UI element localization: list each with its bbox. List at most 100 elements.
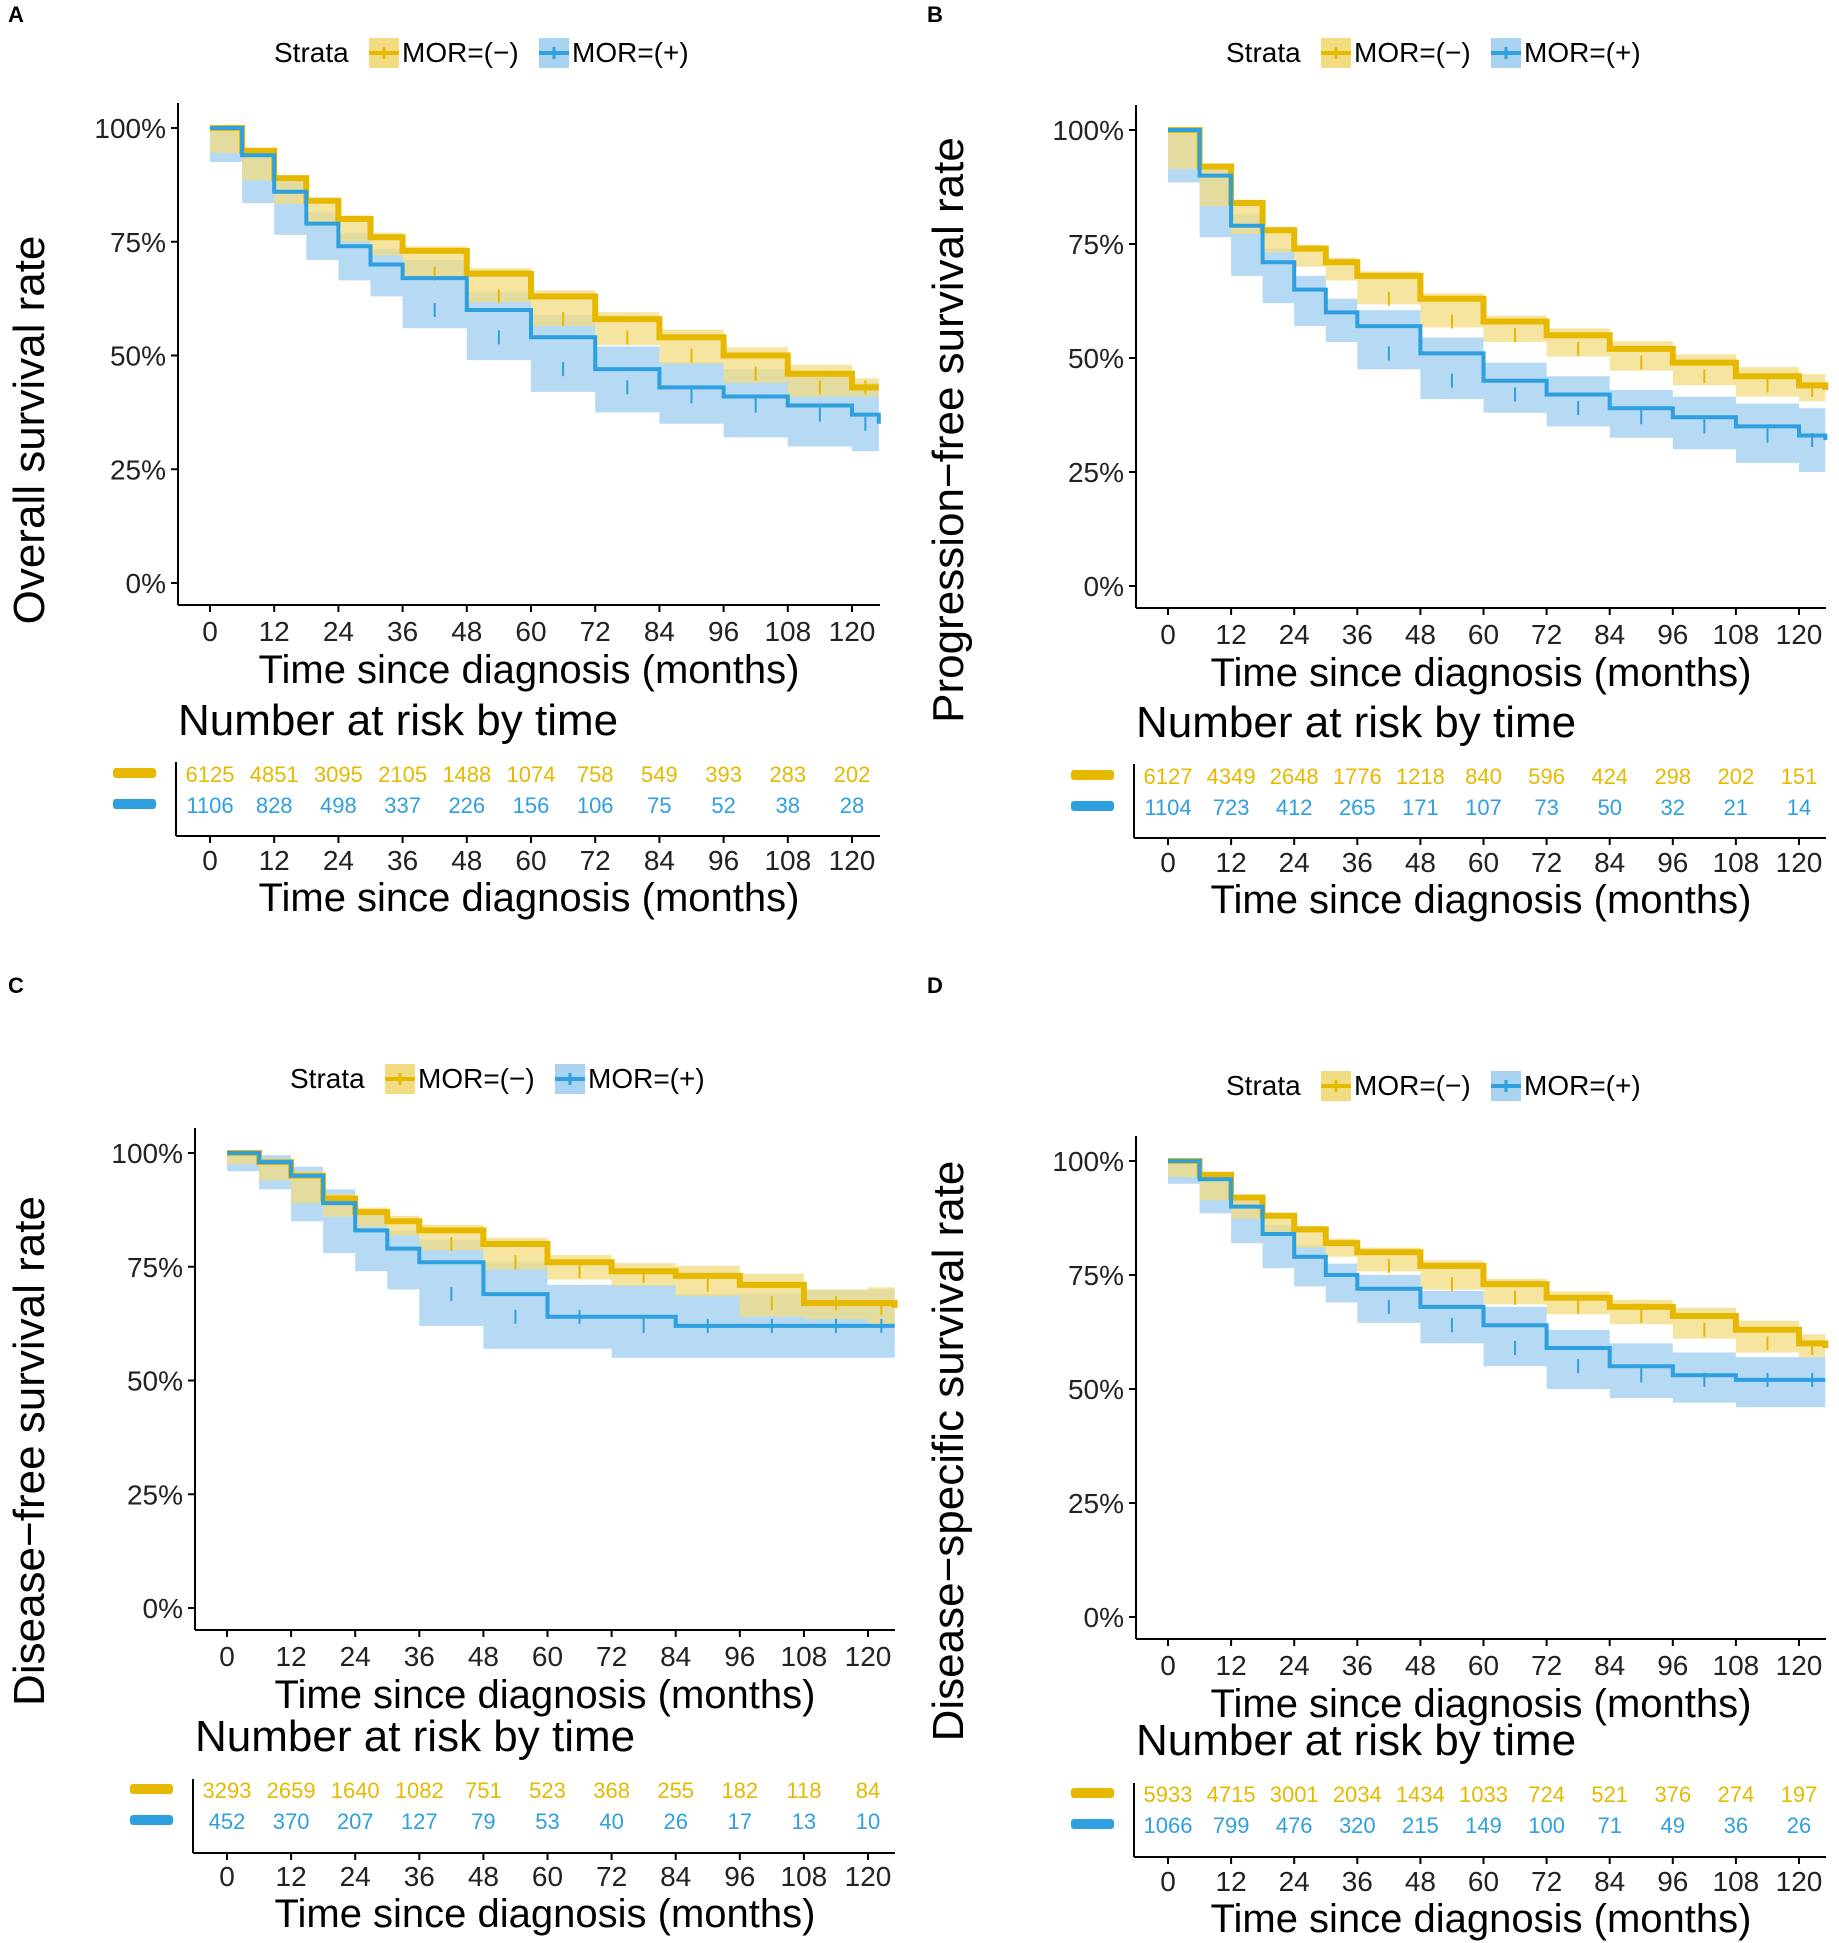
- risk-count-neg: 724: [1528, 1782, 1565, 1807]
- y-tick-label: 75%: [127, 1252, 183, 1283]
- panel-label: B: [927, 2, 943, 27]
- risk-x-tick-label: 0: [1160, 1866, 1176, 1897]
- risk-count-pos: 1066: [1144, 1813, 1193, 1838]
- risk-count-neg: 840: [1465, 764, 1502, 789]
- risk-key-pos: [113, 799, 156, 809]
- y-tick-label: 100%: [1052, 1146, 1124, 1177]
- y-tick-label: 25%: [110, 454, 166, 485]
- risk-x-tick-label: 72: [580, 845, 611, 876]
- risk-count-neg: 393: [705, 762, 742, 787]
- risk-x-tick-label: 24: [323, 845, 354, 876]
- risk-x-tick-label: 60: [1468, 1866, 1499, 1897]
- x-tick-label: 12: [259, 616, 290, 647]
- survival-curve-pos: [1168, 128, 1828, 441]
- risk-count-pos: 13: [792, 1809, 816, 1834]
- risk-count-pos: 40: [599, 1809, 623, 1834]
- risk-x-tick-label: 84: [1594, 1866, 1625, 1897]
- x-tick-label: 36: [1342, 1650, 1373, 1681]
- y-tick-label: 100%: [111, 1138, 183, 1169]
- y-axis-title: Overall survival rate: [5, 236, 54, 625]
- x-tick-label: 0: [219, 1641, 235, 1672]
- x-tick-label: 12: [1216, 1650, 1247, 1681]
- risk-x-tick-label: 120: [1776, 1866, 1823, 1897]
- risk-count-pos: 337: [384, 793, 421, 818]
- x-tick-label: 120: [1776, 619, 1823, 650]
- risk-count-pos: 52: [711, 793, 735, 818]
- x-tick-label: 120: [845, 1641, 892, 1672]
- risk-count-neg: 4349: [1207, 764, 1256, 789]
- risk-x-tick-label: 108: [781, 1861, 828, 1892]
- risk-count-neg: 521: [1591, 1782, 1628, 1807]
- risk-key-pos: [130, 1815, 173, 1825]
- y-tick-label: 75%: [110, 227, 166, 258]
- x-tick-label: 36: [1342, 619, 1373, 650]
- risk-count-pos: 79: [471, 1809, 495, 1834]
- x-tick-label: 108: [764, 616, 811, 647]
- risk-count-neg: 1640: [331, 1778, 380, 1803]
- risk-x-tick-label: 120: [1776, 847, 1823, 878]
- risk-count-pos: 75: [647, 793, 671, 818]
- risk-count-neg: 6127: [1144, 764, 1193, 789]
- y-tick-label: 0%: [1084, 571, 1124, 602]
- risk-x-axis-title: Time since diagnosis (months): [1211, 1897, 1752, 1941]
- risk-count-neg: 1218: [1396, 764, 1445, 789]
- risk-count-neg: 1082: [395, 1778, 444, 1803]
- x-tick-label: 120: [1776, 1650, 1823, 1681]
- risk-x-tick-label: 84: [644, 845, 675, 876]
- y-tick-label: 0%: [143, 1593, 183, 1624]
- x-tick-label: 120: [829, 616, 876, 647]
- x-tick-label: 72: [580, 616, 611, 647]
- chart-d: D Strata MOR=(−) MOR=(+) 0% 25% 50% 75% 100% 0 12 2…: [924, 973, 1829, 1941]
- y-tick-label: 50%: [110, 341, 166, 372]
- survival-curve-neg: [210, 125, 879, 391]
- risk-table-title: Number at risk by time: [195, 1712, 635, 1761]
- y-axis-title: Disease−free survival rate: [5, 1196, 54, 1706]
- legend: Strata MOR=(−) MOR=(+): [1226, 1070, 1641, 1101]
- x-tick-label: 24: [323, 616, 354, 647]
- x-tick-label: 84: [1594, 619, 1625, 650]
- risk-table: Number at risk by time 5933 4715 3001 2034 14…: [1071, 1716, 1826, 1941]
- risk-table-title: Number at risk by time: [1136, 698, 1576, 747]
- risk-x-tick-label: 72: [1531, 847, 1562, 878]
- legend-entry-pos: MOR=(+): [588, 1063, 705, 1094]
- x-tick-label: 96: [1657, 1650, 1688, 1681]
- risk-count-pos: 476: [1276, 1813, 1313, 1838]
- y-tick-label: 0%: [1084, 1602, 1124, 1633]
- risk-count-neg: 424: [1591, 764, 1628, 789]
- legend-entry-neg: MOR=(−): [402, 37, 519, 68]
- legend-entry-pos: MOR=(+): [1524, 37, 1641, 68]
- x-axis-title: Time since diagnosis (months): [1211, 651, 1752, 695]
- risk-count-neg: 3001: [1270, 1782, 1319, 1807]
- risk-count-pos: 828: [256, 793, 293, 818]
- risk-x-tick-label: 12: [1216, 847, 1247, 878]
- risk-count-pos: 21: [1724, 795, 1748, 820]
- risk-key-pos: [1071, 801, 1114, 811]
- risk-x-tick-label: 12: [259, 845, 290, 876]
- survival-curve-pos: [210, 126, 881, 424]
- legend: Strata MOR=(−) MOR=(+): [1226, 37, 1641, 68]
- risk-x-tick-label: 96: [708, 845, 739, 876]
- risk-x-tick-label: 48: [1405, 1866, 1436, 1897]
- risk-count-neg: 758: [577, 762, 614, 787]
- risk-x-tick-label: 24: [1279, 1866, 1310, 1897]
- ci-band-pos: [1168, 1161, 1826, 1408]
- risk-count-neg: 1033: [1459, 1782, 1508, 1807]
- legend-entry-neg: MOR=(−): [1354, 1070, 1471, 1101]
- risk-count-pos: 226: [448, 793, 485, 818]
- y-tick-label: 100%: [1052, 115, 1124, 146]
- risk-count-pos: 1106: [186, 793, 233, 818]
- risk-x-tick-label: 96: [1657, 847, 1688, 878]
- y-tick-label: 25%: [127, 1479, 183, 1510]
- panel-a: A Strata MOR=(−) MOR=(+) 0% 25% 50% 75% 100% 0 12 2…: [0, 0, 919, 971]
- risk-count-neg: 751: [465, 1778, 502, 1803]
- y-tick-label: 75%: [1068, 229, 1124, 260]
- risk-x-tick-label: 120: [845, 1861, 892, 1892]
- risk-count-neg: 4851: [250, 762, 299, 787]
- x-tick-label: 84: [660, 1641, 691, 1672]
- survival-curve-pos: [227, 1151, 895, 1328]
- risk-count-neg: 549: [641, 762, 678, 787]
- risk-count-pos: 207: [337, 1809, 374, 1834]
- x-tick-label: 108: [781, 1641, 828, 1672]
- legend-title: Strata: [1226, 1070, 1301, 1101]
- y-tick-label: 0%: [126, 568, 166, 599]
